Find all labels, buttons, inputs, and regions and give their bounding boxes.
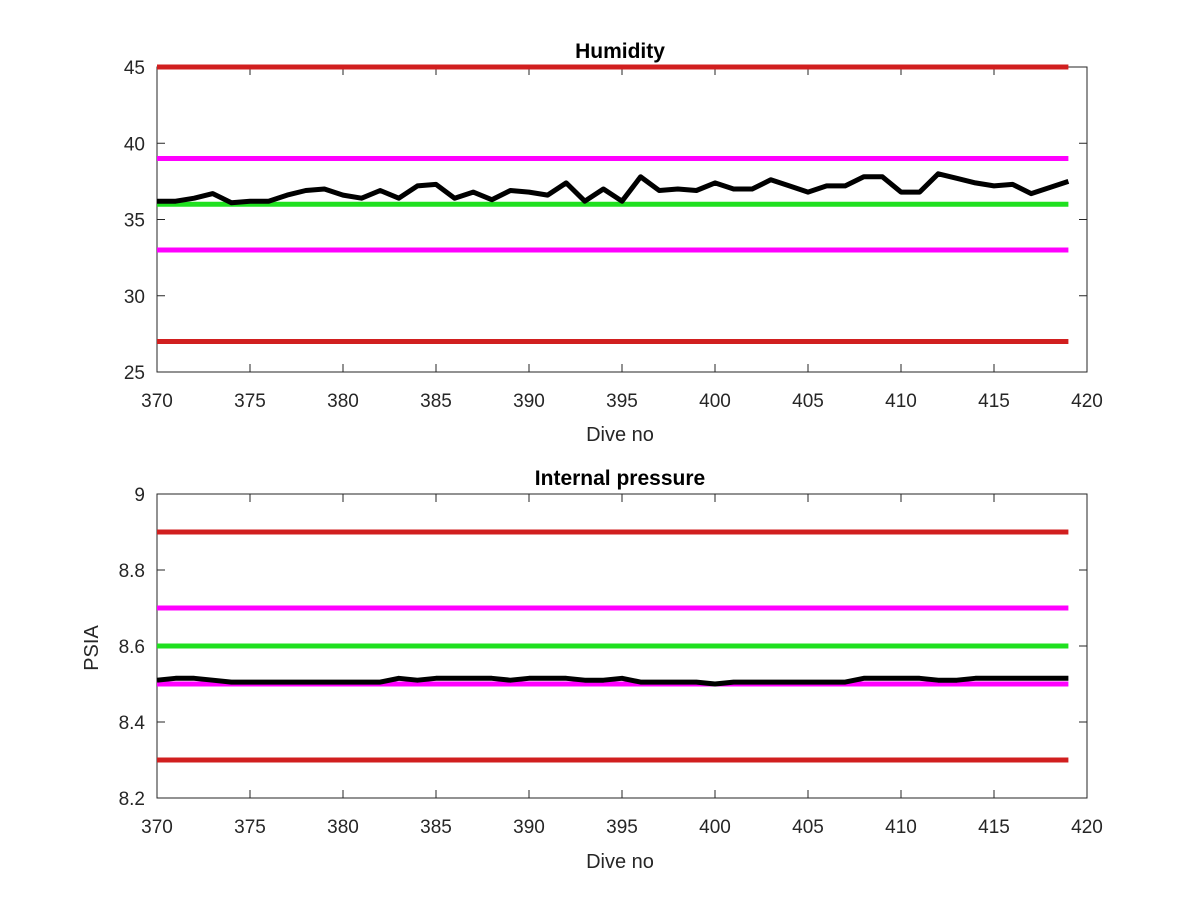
x-tick-label: 395: [606, 391, 638, 412]
series-line: [156, 675, 1069, 687]
y-tick-label: 30: [124, 287, 145, 308]
y-tick-label: 25: [124, 363, 145, 384]
y-tick-label: 8.4: [119, 713, 146, 734]
x-tick-label: 415: [978, 817, 1010, 838]
y-axis-label: PSIA: [81, 625, 103, 671]
y-tick-label: 40: [124, 134, 145, 155]
y-tick-label: 8.2: [119, 789, 145, 810]
x-tick-label: 410: [885, 391, 917, 412]
x-tick-label: 385: [420, 391, 452, 412]
y-tick-label: 8.8: [119, 561, 145, 582]
x-tick-label: 390: [513, 391, 545, 412]
y-tick-label: 35: [124, 211, 145, 232]
series-line: [157, 171, 1070, 206]
x-tick-label: 405: [792, 391, 824, 412]
x-tick-label: 420: [1071, 817, 1103, 838]
y-tick-label: 45: [124, 58, 145, 79]
x-tick-label: 405: [792, 817, 824, 838]
x-tick-label: 420: [1071, 391, 1103, 412]
x-tick-label: 375: [234, 391, 266, 412]
x-tick-label: 410: [885, 817, 917, 838]
x-tick-label: 390: [513, 817, 545, 838]
x-tick-label: 385: [420, 817, 452, 838]
plot-area: [156, 66, 1088, 373]
humidity-chart: Humidity Dive no 370 375 380 385 390 395 400 40…: [124, 40, 1103, 446]
internal-pressure-chart: Internal pressure Dive no PSIA 370 375 380…: [81, 467, 1103, 873]
chart-title: Humidity: [575, 40, 665, 63]
x-tick-label: 380: [327, 391, 359, 412]
x-tick-label: 400: [699, 391, 731, 412]
x-tick-label: 400: [699, 817, 731, 838]
x-axis-label: Dive no: [586, 424, 654, 446]
y-tick-label: 8.6: [119, 637, 145, 658]
x-tick-label: 370: [141, 817, 173, 838]
x-tick-label: 415: [978, 391, 1010, 412]
x-tick-label: 380: [327, 817, 359, 838]
y-tick-label: 9: [134, 485, 145, 506]
x-tick-label: 375: [234, 817, 266, 838]
x-tick-label: 395: [606, 817, 638, 838]
x-axis-label: Dive no: [586, 851, 654, 873]
chart-title: Internal pressure: [535, 467, 705, 490]
x-tick-label: 370: [141, 391, 173, 412]
